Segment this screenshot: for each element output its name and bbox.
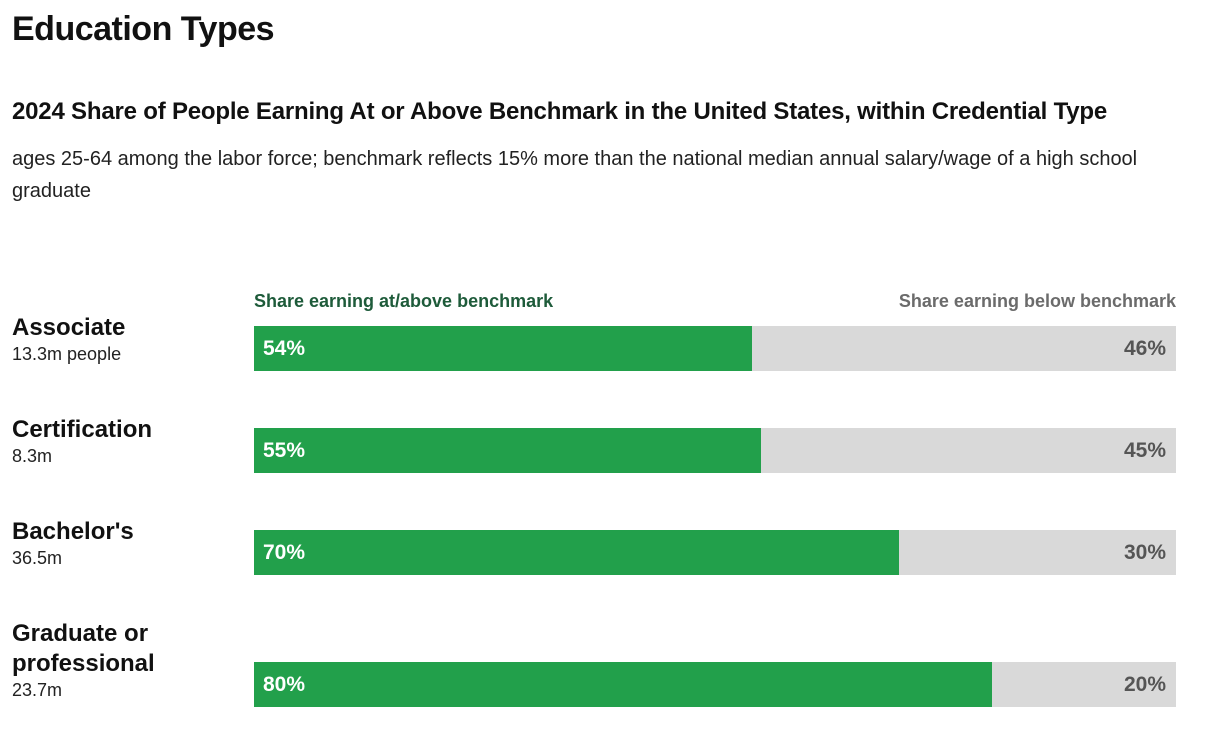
row-label-associate: Associate 13.3m people xyxy=(12,313,242,365)
row-people-count: 23.7m xyxy=(12,679,212,701)
bar-label-at-or-above: 80% xyxy=(263,662,305,707)
bar-track-graduate: 80% 20% xyxy=(254,662,1176,707)
chart-subtitle: ages 25-64 among the labor force; benchm… xyxy=(12,143,1182,207)
row-label-bachelors: Bachelor's 36.5m xyxy=(12,517,242,569)
bar-at-or-above-certification xyxy=(254,428,761,473)
bar-track-certification: 55% 45% xyxy=(254,428,1176,473)
bar-track-bachelors: 70% 30% xyxy=(254,530,1176,575)
row-people-count: 13.3m people xyxy=(12,343,242,365)
bar-label-below: 45% xyxy=(1124,428,1166,473)
bar-label-below: 30% xyxy=(1124,530,1166,575)
legend-below: Share earning below benchmark xyxy=(899,291,1176,312)
bar-label-below: 20% xyxy=(1124,662,1166,707)
legend-at-or-above: Share earning at/above benchmark xyxy=(254,291,553,312)
page-title: Education Types xyxy=(12,10,274,49)
row-name: Certification xyxy=(12,415,242,445)
bar-label-at-or-above: 70% xyxy=(263,530,305,575)
row-name: Bachelor's xyxy=(12,517,242,547)
row-people-count: 8.3m xyxy=(12,445,242,467)
bar-at-or-above-associate xyxy=(254,326,752,371)
bar-label-below: 46% xyxy=(1124,326,1166,371)
row-label-graduate: Graduate or professional 23.7m xyxy=(12,619,212,701)
bar-label-at-or-above: 55% xyxy=(263,428,305,473)
row-name: Graduate or professional xyxy=(12,619,212,679)
bar-label-at-or-above: 54% xyxy=(263,326,305,371)
bar-track-associate: 54% 46% xyxy=(254,326,1176,371)
chart-title: 2024 Share of People Earning At or Above… xyxy=(12,98,1107,126)
row-label-certification: Certification 8.3m xyxy=(12,415,242,467)
bar-at-or-above-bachelors xyxy=(254,530,899,575)
bar-at-or-above-graduate xyxy=(254,662,992,707)
chart-page: Education Types 2024 Share of People Ear… xyxy=(0,0,1210,730)
row-people-count: 36.5m xyxy=(12,547,242,569)
row-name: Associate xyxy=(12,313,242,343)
